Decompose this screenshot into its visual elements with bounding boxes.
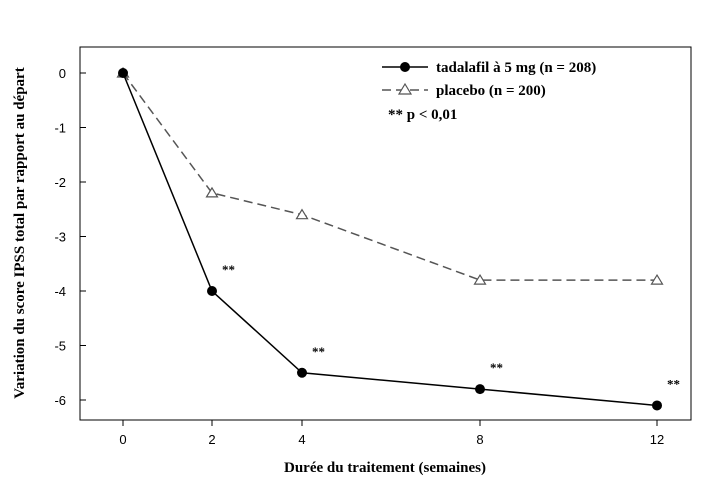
- significance-marker: **: [222, 262, 235, 277]
- series-line-placebo: [122, 72, 657, 281]
- annotation-layer: ** ** ** **: [222, 262, 680, 391]
- x-tick-label: 8: [476, 432, 483, 447]
- point-tadalafil: [475, 384, 485, 395]
- x-tick-label: 4: [298, 432, 305, 447]
- legend-marker-placebo: [397, 82, 413, 95]
- legend-marker-tadalafil: [400, 62, 410, 72]
- y-tick-label: -6: [54, 393, 66, 408]
- x-tick-label: 12: [650, 432, 664, 447]
- legend-label-tadalafil: tadalafil à 5 mg (n = 208): [436, 60, 596, 76]
- y-tick-label: -3: [54, 230, 66, 245]
- point-placebo: [295, 208, 309, 220]
- point-placebo: [650, 273, 664, 285]
- y-tick-label: -4: [54, 284, 66, 299]
- series-layer: [116, 66, 664, 411]
- legend-label-placebo: placebo (n = 200): [436, 83, 546, 99]
- y-axis: 0 -1 -2 -3 -4 -5 -6: [54, 66, 86, 408]
- legend-note: ** p < 0,01: [388, 107, 457, 123]
- y-tick-label: 0: [59, 66, 66, 81]
- x-axis-title: Durée du traitement (semaines): [284, 460, 486, 476]
- point-tadalafil: [118, 68, 128, 78]
- legend: tadalafil à 5 mg (n = 208) placebo (n = …: [382, 60, 596, 123]
- x-tick-label: 2: [208, 432, 215, 447]
- point-placebo: [205, 186, 219, 198]
- plot-frame: [79, 46, 692, 421]
- point-placebo: [473, 273, 487, 285]
- x-tick-label: 0: [119, 432, 126, 447]
- significance-marker: **: [667, 376, 680, 391]
- y-tick-label: -1: [54, 121, 66, 136]
- y-axis-title: Variation du score IPSS total par rappor…: [12, 67, 28, 398]
- significance-marker: **: [490, 360, 503, 375]
- point-tadalafil: [297, 367, 307, 378]
- significance-marker: **: [312, 344, 325, 359]
- y-tick-label: -2: [54, 175, 66, 190]
- point-tadalafil: [207, 286, 217, 296]
- y-tick-label: -5: [54, 339, 66, 354]
- point-tadalafil: [652, 400, 662, 411]
- x-axis: 0 2 4 8 12: [119, 420, 664, 447]
